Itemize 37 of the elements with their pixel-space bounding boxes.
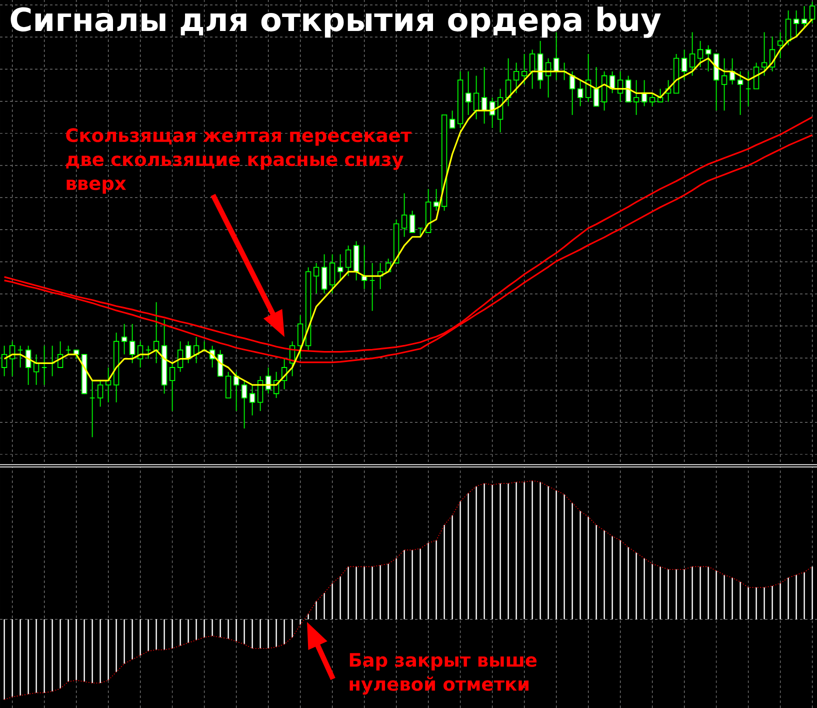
- candlestick: [745, 70, 752, 107]
- chart-title: Сигналы для открытия ордера buy: [10, 6, 661, 38]
- candlestick: [481, 66, 488, 124]
- candlestick: [161, 319, 168, 394]
- candlestick: [113, 332, 120, 403]
- candlestick: [369, 262, 376, 312]
- candlestick: [505, 58, 512, 107]
- candlestick: [17, 345, 24, 368]
- candlestick: [257, 376, 264, 412]
- candlestick: [537, 40, 544, 90]
- candlestick: [721, 58, 728, 112]
- candlestick: [601, 70, 608, 112]
- candlestick: [121, 324, 128, 355]
- candlestick: [313, 262, 320, 294]
- candlestick: [401, 192, 408, 238]
- candlestick: [33, 354, 40, 386]
- candlestick: [577, 80, 584, 107]
- candlestick: [41, 345, 48, 386]
- candlestick: [465, 70, 472, 116]
- candlestick: [433, 188, 440, 212]
- candlestick: [513, 62, 520, 94]
- candlestick: [153, 302, 160, 364]
- candlestick: [297, 314, 304, 360]
- candlestick: [705, 44, 712, 72]
- candlestick: [337, 254, 344, 281]
- candlestick: [89, 380, 96, 438]
- candlestick: [321, 254, 328, 294]
- candlestick: [249, 384, 256, 416]
- candlestick: [145, 345, 152, 360]
- candlestick: [529, 49, 536, 90]
- candlestick: [633, 80, 640, 116]
- annotation: Бар закрыт выше нулевой отметки: [350, 653, 537, 695]
- candlestick: [793, 10, 800, 38]
- candlestick: [305, 266, 312, 351]
- annotation: Скользящая желтая пересекает две скользящие красные снизу вверх: [66, 128, 412, 194]
- candlestick: [473, 75, 480, 120]
- candlestick: [353, 240, 360, 281]
